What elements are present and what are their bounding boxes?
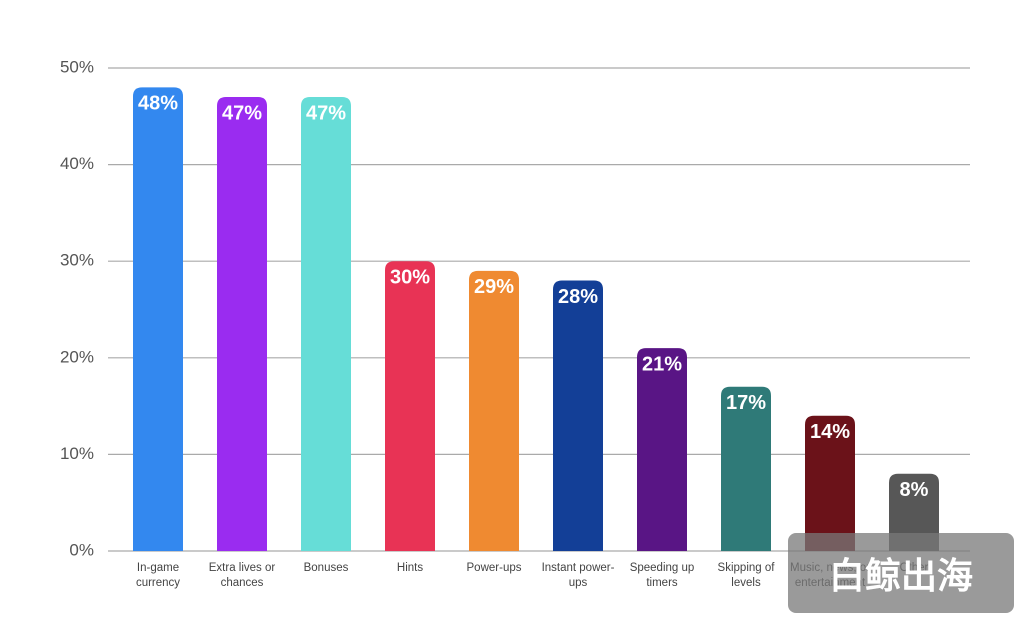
x-tick-label: In-game currency — [135, 562, 181, 589]
y-tick-label: 20% — [60, 347, 94, 366]
x-tick-label: Power-ups — [466, 562, 522, 574]
value-label: 28% — [558, 286, 598, 308]
bar — [469, 270, 519, 551]
y-tick-label: 40% — [60, 154, 94, 173]
y-tick-label: 30% — [60, 251, 94, 270]
value-label: 21% — [642, 353, 682, 375]
value-label: 17% — [726, 392, 766, 414]
y-tick-label: 50% — [60, 57, 94, 76]
x-tick-label: Skipping of levels — [717, 562, 775, 589]
bar — [721, 386, 771, 551]
value-label: 14% — [810, 421, 850, 443]
value-label: 47% — [306, 102, 346, 124]
value-label: 30% — [390, 266, 430, 288]
watermark: 白鲸出海 — [788, 533, 1014, 613]
value-label: 47% — [222, 102, 262, 124]
value-label: 29% — [474, 276, 514, 298]
x-tick-label: Speeding up timers — [629, 562, 695, 589]
bar — [553, 280, 603, 551]
x-tick-label: Hints — [396, 562, 424, 574]
value-label: 48% — [138, 93, 178, 115]
bar — [805, 415, 855, 551]
x-tick-label: Instant power-ups — [541, 562, 615, 589]
y-tick-label: 0% — [69, 540, 94, 559]
value-label: 8% — [900, 479, 929, 501]
x-tick-label: Bonuses — [303, 562, 349, 574]
bar — [133, 87, 183, 551]
x-tick-label: Extra lives or chances — [208, 562, 276, 589]
bar — [301, 96, 351, 551]
y-tick-label: 10% — [60, 444, 94, 463]
bar — [889, 473, 939, 551]
bar — [637, 348, 687, 551]
bar — [217, 96, 267, 551]
bar — [385, 261, 435, 551]
